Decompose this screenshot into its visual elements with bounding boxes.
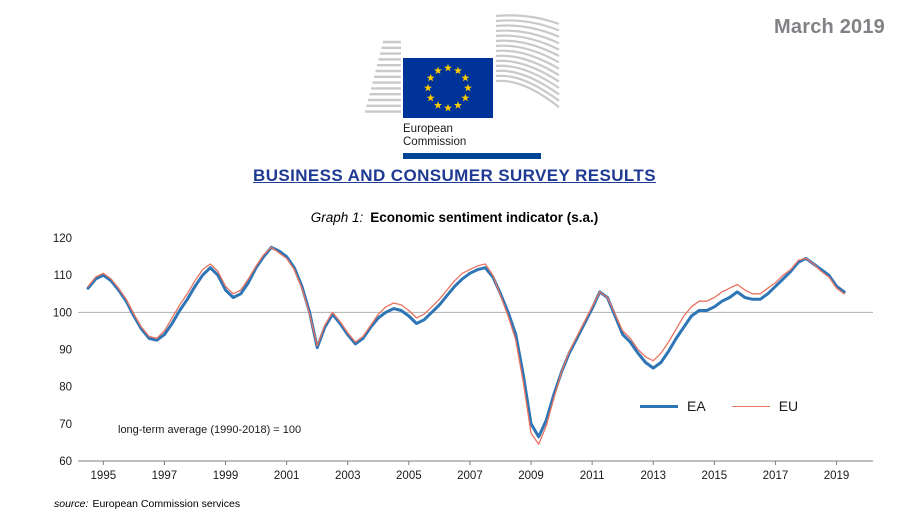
eu-series-line [87,246,845,445]
legend-label-ea: EA [687,398,706,414]
page-title: BUSINESS AND CONSUMER SURVEY RESULTS [253,166,656,185]
legend-item-ea: EA [640,398,706,414]
legend-item-eu: EU [731,398,799,414]
x-axis-label: 2001 [274,470,300,482]
source-prefix: source: [54,498,89,510]
x-axis-label: 1997 [152,470,178,482]
x-axis-label: 2011 [580,470,605,482]
european-commission-logo: European Commission [362,10,574,160]
sentiment-chart: 120 110 100 90 80 70 60 1995 1997 1999 2001 2003 200… [28,228,894,490]
logo-blue-bar [403,153,541,160]
x-axis-label: 2009 [518,470,544,482]
y-axis-label: 70 [59,419,72,431]
graph-caption: Graph 1: Economic sentiment indicator (s.… [0,210,909,225]
x-axis-label: 1995 [91,470,117,482]
logo-left-lines-icon [365,40,401,113]
ea-series-line [86,245,846,439]
report-date: March 2019 [774,16,885,38]
logo-text-line1: European [403,123,453,135]
graph-title: Economic sentiment indicator (s.a.) [370,210,599,225]
x-axis-label: 2013 [640,470,666,482]
x-axis-label: 2017 [763,470,789,482]
source-text: European Commission services [92,498,241,510]
eu-flag-stars-icon [424,63,472,112]
x-axis-label: 2005 [396,470,422,482]
logo-right-lines-icon [495,14,560,109]
long-term-average-note: long-term average (1990-2018) = 100 [118,424,302,436]
y-axis-label: 90 [59,345,72,357]
chart-canvas: 120 110 100 90 80 70 60 1995 1997 1999 2001 2003 200… [53,233,873,482]
source-note: source: European Commission services [54,498,240,510]
x-axis-label: 1999 [213,470,239,482]
y-axis-label: 80 [59,382,72,394]
y-axis-label: 110 [54,270,72,282]
chart-legend: EA EU [640,398,798,414]
x-axis-label: 2007 [457,470,483,482]
ec-logo-graphic [365,14,560,118]
logo-wordmark: European Commission [403,123,574,149]
x-axis-label: 2015 [702,470,728,482]
eu-line-sample-icon [731,405,770,407]
logo-text-line2: Commission [403,136,467,149]
x-axis-label: 2019 [824,470,850,482]
y-axis-label: 120 [53,233,72,245]
x-axis-label: 2003 [335,470,361,482]
legend-label-eu: EU [778,398,799,414]
y-axis-label: 60 [59,456,72,468]
graph-number-label: Graph 1: [310,210,364,225]
y-axis-label: 100 [53,307,72,319]
ea-line-sample-icon [640,404,678,408]
